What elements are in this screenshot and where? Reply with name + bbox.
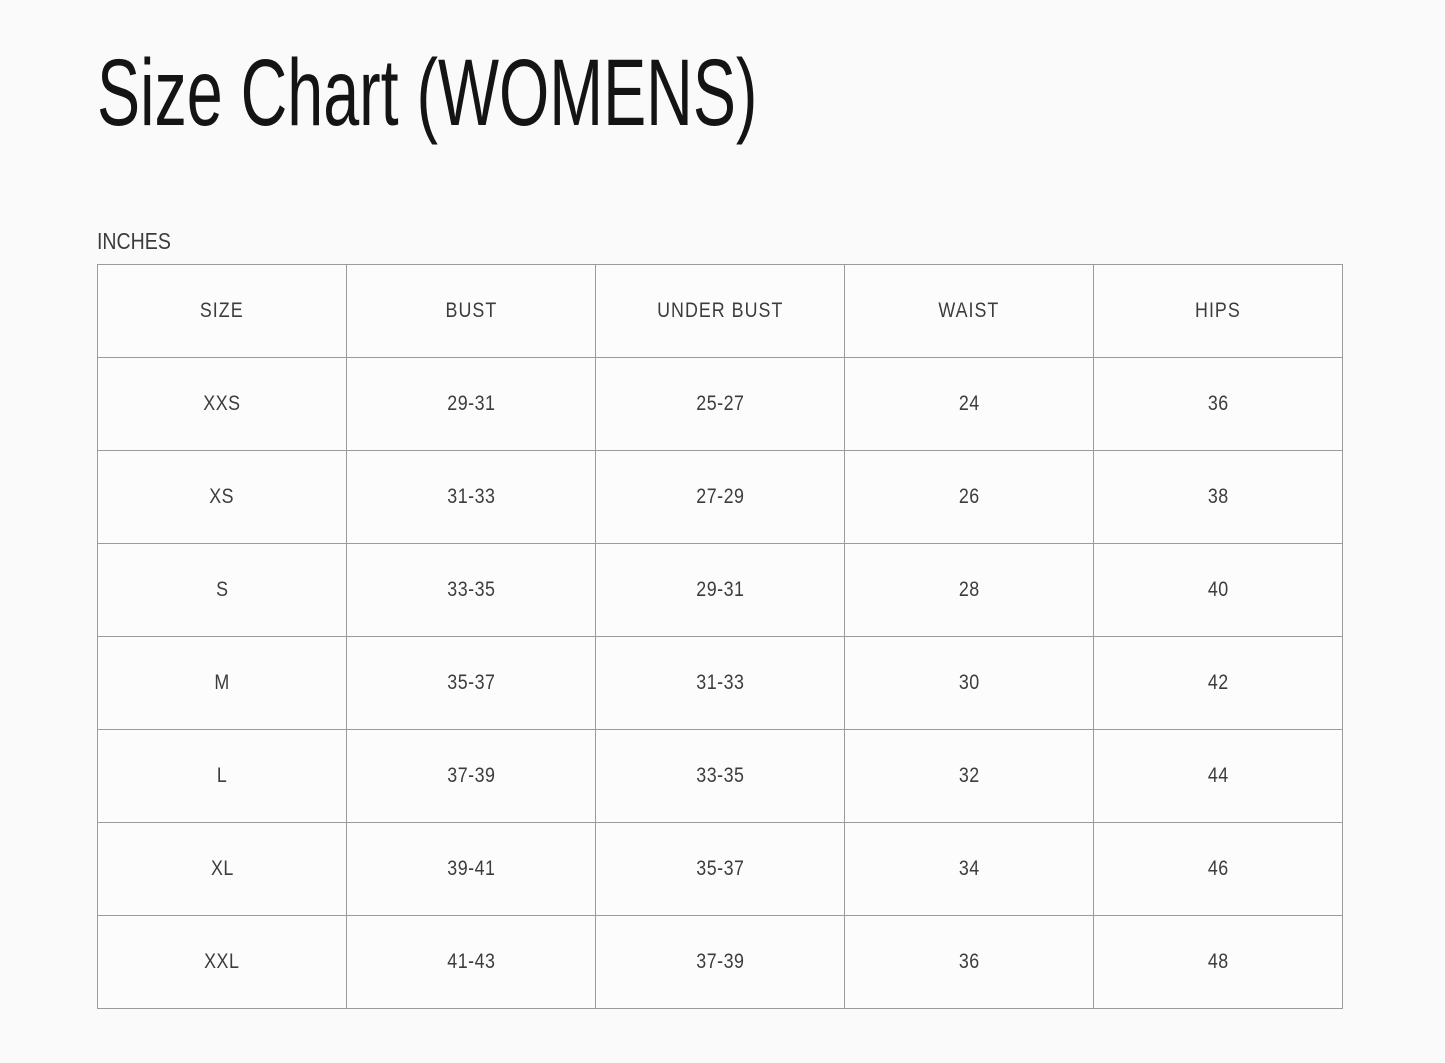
column-header-label: BUST [445,298,497,322]
cell-value: 48 [1207,949,1229,973]
column-header-label: WAIST [938,298,1000,322]
cell-value: 31-33 [446,484,496,508]
column-header-label: SIZE [200,298,244,322]
cell-value: 37-39 [446,763,496,787]
cell-bust: 33-35 [346,542,596,637]
cell-under-bust: 33-35 [595,728,845,823]
cell-value: 33-35 [695,763,745,787]
cell-hips: 46 [1093,821,1343,916]
column-header-size: SIZE [97,263,347,358]
cell-size: L [97,728,347,823]
cell-value: 35-37 [695,856,745,880]
cell-value: 44 [1207,763,1229,787]
cell-waist: 26 [844,449,1094,544]
cell-value: 46 [1207,856,1229,880]
cell-under-bust: 27-29 [595,449,845,544]
cell-size: S [97,542,347,637]
cell-value: M [214,670,230,694]
page-title: Size Chart (WOMENS) [97,0,1343,144]
table-header-row: SIZE BUST UNDER BUST WAIST HIPS [97,263,1343,358]
cell-bust: 35-37 [346,635,596,730]
cell-value: 36 [958,949,980,973]
cell-value: 35-37 [446,670,496,694]
cell-value: 38 [1207,484,1229,508]
cell-under-bust: 31-33 [595,635,845,730]
table-row-xxs: XXS 29-31 25-27 24 36 [97,356,1343,451]
cell-value: L [216,763,228,787]
cell-value: 31-33 [695,670,745,694]
cell-value: XL [210,856,234,880]
cell-value: 40 [1207,577,1229,601]
column-header-hips: HIPS [1093,263,1343,358]
size-chart-page: Size Chart (WOMENS) INCHES SIZE BUST UNDER… [97,0,1343,1009]
cell-hips: 38 [1093,449,1343,544]
table-row-l: L 37-39 33-35 32 44 [97,728,1343,823]
unit-label: INCHES [97,228,1343,255]
cell-bust: 29-31 [346,356,596,451]
cell-size: M [97,635,347,730]
cell-value: S [215,577,229,601]
cell-hips: 44 [1093,728,1343,823]
cell-size: XL [97,821,347,916]
cell-under-bust: 35-37 [595,821,845,916]
cell-value: 28 [958,577,980,601]
cell-value: 32 [958,763,980,787]
cell-value: 29-31 [695,577,745,601]
table-row-xs: XS 31-33 27-29 26 38 [97,449,1343,544]
cell-value: XXS [203,391,241,415]
cell-value: 27-29 [695,484,745,508]
size-chart-table: SIZE BUST UNDER BUST WAIST HIPS XXS 29-31 25-2… [97,263,1343,1009]
unit-label-text: INCHES [97,227,171,254]
table-row-m: M 35-37 31-33 30 42 [97,635,1343,730]
cell-value: 42 [1207,670,1229,694]
cell-under-bust: 25-27 [595,356,845,451]
cell-value: XS [209,484,235,508]
cell-waist: 36 [844,914,1094,1009]
cell-bust: 39-41 [346,821,596,916]
cell-value: 24 [958,391,980,415]
cell-value: 34 [958,856,980,880]
column-header-label: UNDER BUST [656,298,784,322]
cell-value: 25-27 [695,391,745,415]
cell-bust: 37-39 [346,728,596,823]
cell-bust: 31-33 [346,449,596,544]
cell-waist: 30 [844,635,1094,730]
cell-value: 36 [1207,391,1229,415]
table-body: XXS 29-31 25-27 24 36 XS 31-33 27-29 26 38 S 33-35 2… [97,356,1343,1009]
cell-value: 41-43 [446,949,496,973]
cell-hips: 40 [1093,542,1343,637]
cell-value: 37-39 [695,949,745,973]
cell-value: 26 [958,484,980,508]
cell-hips: 48 [1093,914,1343,1009]
cell-value: 33-35 [446,577,496,601]
cell-value: XXL [204,949,240,973]
cell-size: XXL [97,914,347,1009]
column-header-waist: WAIST [844,263,1094,358]
column-header-bust: BUST [346,263,596,358]
column-header-label: HIPS [1195,298,1241,322]
cell-value: 29-31 [446,391,496,415]
table-row-xl: XL 39-41 35-37 34 46 [97,821,1343,916]
cell-hips: 36 [1093,356,1343,451]
cell-size: XXS [97,356,347,451]
table-row-xxl: XXL 41-43 37-39 36 48 [97,914,1343,1009]
cell-waist: 34 [844,821,1094,916]
cell-under-bust: 29-31 [595,542,845,637]
cell-hips: 42 [1093,635,1343,730]
cell-value: 30 [958,670,980,694]
cell-bust: 41-43 [346,914,596,1009]
table-row-s: S 33-35 29-31 28 40 [97,542,1343,637]
cell-waist: 32 [844,728,1094,823]
cell-size: XS [97,449,347,544]
cell-waist: 24 [844,356,1094,451]
table-header: SIZE BUST UNDER BUST WAIST HIPS [97,263,1343,358]
column-header-under-bust: UNDER BUST [595,263,845,358]
cell-value: 39-41 [446,856,496,880]
cell-waist: 28 [844,542,1094,637]
page-title-text: Size Chart (WOMENS) [97,40,758,146]
cell-under-bust: 37-39 [595,914,845,1009]
